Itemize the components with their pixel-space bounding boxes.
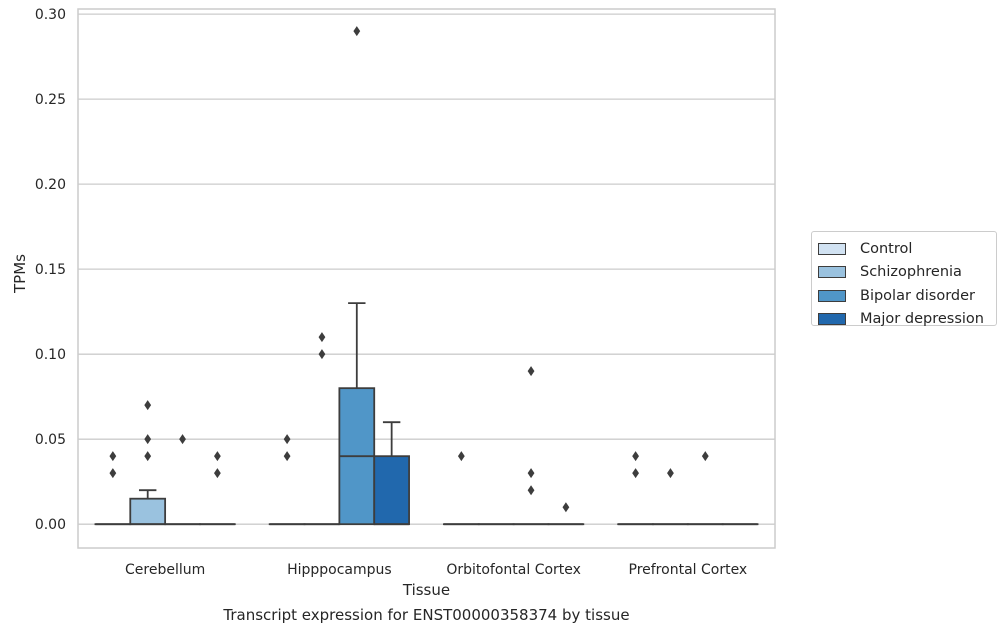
legend-label: Major depression	[860, 311, 984, 328]
legend-item: Schizophrenia	[818, 261, 996, 285]
outlier-point	[527, 366, 535, 377]
y-tick-label: 0.15	[35, 262, 66, 278]
outlier-point	[144, 434, 152, 445]
outlier-point	[214, 468, 221, 479]
y-tick-label: 0.10	[35, 347, 66, 363]
y-tick-labels: 0.00 0.05 0.10 0.15 0.20 0.25 0.30	[35, 7, 66, 533]
chart-caption: Transcript expression for ENST0000035837…	[223, 606, 630, 624]
outlier-point	[283, 434, 291, 445]
outlier-point	[318, 332, 326, 343]
boxes	[94, 302, 759, 526]
outlier-point	[457, 451, 465, 462]
outlier-point	[527, 485, 535, 496]
grid-lines	[78, 13, 775, 525]
outlier-point	[527, 468, 535, 479]
box	[373, 455, 410, 526]
legend-label: Control	[860, 240, 913, 257]
outlier-point	[214, 451, 221, 462]
y-tick-label: 0.30	[35, 7, 66, 23]
y-tick-label: 0.25	[35, 92, 66, 108]
outlier-point	[632, 468, 639, 479]
outlier-point	[632, 451, 639, 462]
legend-swatch	[818, 289, 846, 302]
y-axis-label: TPMs	[11, 254, 29, 294]
outlier-point	[701, 451, 709, 462]
x-tick-label: Cerebellum	[125, 562, 205, 578]
plot-frame	[77, 8, 776, 549]
outlier-point	[318, 349, 326, 360]
outlier-point	[562, 502, 570, 513]
outlier-point	[179, 434, 186, 445]
y-tick-label: 0.20	[35, 177, 66, 193]
legend-label: Schizophrenia	[860, 264, 962, 281]
x-tick-label: Hipppocampus	[287, 562, 392, 578]
outlier-point	[144, 451, 152, 462]
x-tick-label: Prefrontal Cortex	[629, 562, 748, 578]
legend: Control Schizophrenia Bipolar disorder Majo…	[811, 231, 997, 327]
outlier-points	[109, 26, 709, 513]
y-tick-label: 0.05	[35, 432, 66, 448]
legend-swatch	[818, 313, 846, 326]
outlier-point	[109, 451, 117, 462]
y-tick-label: 0.00	[35, 517, 66, 533]
outlier-point	[283, 451, 291, 462]
legend-item: Control	[818, 237, 996, 261]
box	[129, 497, 167, 526]
x-axis-label: Tissue	[402, 581, 450, 599]
x-tick-labels: Cerebellum Hipppocampus Orbitofontal Corte…	[125, 562, 747, 578]
outlier-point	[109, 468, 117, 479]
outlier-point	[144, 400, 152, 411]
legend-swatch	[818, 242, 846, 255]
legend-swatch	[818, 266, 846, 279]
legend-item: Bipolar disorder	[818, 284, 996, 308]
x-tick-label: Orbitofontal Cortex	[446, 562, 581, 578]
legend-item: Major depression	[818, 308, 996, 332]
outlier-point	[667, 468, 674, 479]
outlier-point	[353, 26, 361, 37]
legend-label: Bipolar disorder	[860, 287, 975, 304]
